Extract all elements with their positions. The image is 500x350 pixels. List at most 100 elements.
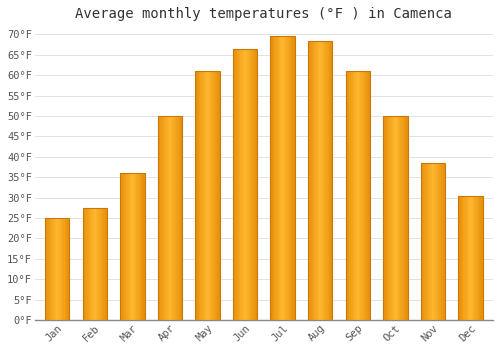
- Bar: [432, 163, 433, 320]
- Bar: [294, 36, 295, 320]
- Bar: [354, 71, 356, 320]
- Bar: [472, 196, 473, 320]
- Bar: [158, 116, 182, 320]
- Bar: [356, 71, 358, 320]
- Bar: [68, 218, 70, 320]
- Bar: [172, 116, 174, 320]
- Bar: [460, 196, 462, 320]
- Bar: [366, 71, 368, 320]
- Bar: [404, 116, 405, 320]
- Bar: [104, 208, 106, 320]
- Bar: [234, 49, 235, 320]
- Bar: [210, 71, 211, 320]
- Bar: [136, 173, 138, 320]
- Bar: [200, 71, 202, 320]
- Bar: [249, 49, 250, 320]
- Bar: [353, 71, 354, 320]
- Bar: [60, 218, 61, 320]
- Bar: [310, 41, 312, 320]
- Bar: [51, 218, 52, 320]
- Bar: [291, 36, 292, 320]
- Bar: [470, 196, 472, 320]
- Bar: [196, 71, 198, 320]
- Bar: [458, 196, 482, 320]
- Bar: [48, 218, 50, 320]
- Bar: [289, 36, 290, 320]
- Bar: [278, 36, 279, 320]
- Bar: [430, 163, 432, 320]
- Bar: [131, 173, 132, 320]
- Bar: [442, 163, 444, 320]
- Bar: [138, 173, 140, 320]
- Bar: [171, 116, 172, 320]
- Bar: [394, 116, 396, 320]
- Bar: [98, 208, 100, 320]
- Bar: [160, 116, 162, 320]
- Bar: [478, 196, 479, 320]
- Bar: [358, 71, 359, 320]
- Bar: [284, 36, 285, 320]
- Bar: [246, 49, 248, 320]
- Bar: [85, 208, 86, 320]
- Bar: [383, 116, 384, 320]
- Bar: [313, 41, 314, 320]
- Bar: [142, 173, 144, 320]
- Title: Average monthly temperatures (°F ) in Camenca: Average monthly temperatures (°F ) in Ca…: [76, 7, 452, 21]
- Bar: [388, 116, 390, 320]
- Bar: [61, 218, 62, 320]
- Bar: [124, 173, 125, 320]
- Bar: [352, 71, 353, 320]
- Bar: [216, 71, 218, 320]
- Bar: [463, 196, 464, 320]
- Bar: [346, 71, 347, 320]
- Bar: [270, 36, 295, 320]
- Bar: [204, 71, 205, 320]
- Bar: [406, 116, 408, 320]
- Bar: [158, 116, 182, 320]
- Bar: [399, 116, 400, 320]
- Bar: [158, 116, 159, 320]
- Bar: [390, 116, 392, 320]
- Bar: [279, 36, 280, 320]
- Bar: [202, 71, 204, 320]
- Bar: [102, 208, 104, 320]
- Bar: [58, 218, 59, 320]
- Bar: [254, 49, 255, 320]
- Bar: [423, 163, 424, 320]
- Bar: [84, 208, 85, 320]
- Bar: [331, 41, 332, 320]
- Bar: [346, 71, 370, 320]
- Bar: [82, 208, 107, 320]
- Bar: [252, 49, 254, 320]
- Bar: [132, 173, 134, 320]
- Bar: [347, 71, 348, 320]
- Bar: [348, 71, 350, 320]
- Bar: [168, 116, 170, 320]
- Bar: [135, 173, 136, 320]
- Bar: [175, 116, 176, 320]
- Bar: [400, 116, 402, 320]
- Bar: [436, 163, 438, 320]
- Bar: [360, 71, 362, 320]
- Bar: [312, 41, 313, 320]
- Bar: [196, 71, 220, 320]
- Bar: [383, 116, 407, 320]
- Bar: [212, 71, 214, 320]
- Bar: [405, 116, 406, 320]
- Bar: [319, 41, 320, 320]
- Bar: [88, 208, 90, 320]
- Bar: [159, 116, 160, 320]
- Bar: [50, 218, 51, 320]
- Bar: [54, 218, 55, 320]
- Bar: [286, 36, 288, 320]
- Bar: [308, 41, 332, 320]
- Bar: [101, 208, 102, 320]
- Bar: [290, 36, 291, 320]
- Bar: [420, 163, 445, 320]
- Bar: [141, 173, 142, 320]
- Bar: [365, 71, 366, 320]
- Bar: [180, 116, 181, 320]
- Bar: [164, 116, 165, 320]
- Bar: [273, 36, 274, 320]
- Bar: [242, 49, 244, 320]
